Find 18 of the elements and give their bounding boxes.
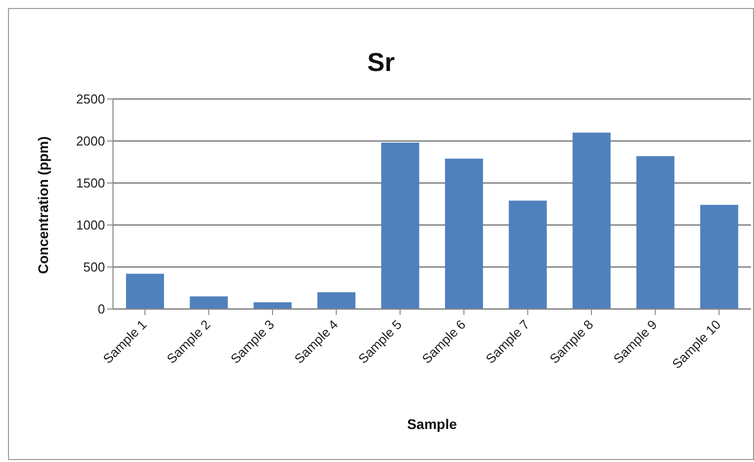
y-tick-label: 1500 (76, 176, 105, 191)
bar (636, 156, 674, 309)
bar (700, 204, 738, 309)
y-tick-label: 0 (98, 302, 105, 317)
y-tick-label: 2500 (76, 92, 105, 107)
bar (572, 132, 611, 309)
bar (317, 292, 356, 309)
y-tick-label: 500 (83, 260, 105, 275)
y-axis-title: Concentration (ppm) (34, 136, 51, 274)
bar (190, 296, 228, 309)
y-tick-label: 2000 (76, 134, 105, 149)
bar (381, 142, 420, 309)
bar (445, 158, 483, 309)
x-axis-title: Sample (407, 416, 458, 432)
chart-title: Sr (366, 47, 396, 78)
y-tick-label: 1000 (76, 218, 105, 233)
bar (508, 200, 547, 309)
bar (126, 274, 164, 309)
